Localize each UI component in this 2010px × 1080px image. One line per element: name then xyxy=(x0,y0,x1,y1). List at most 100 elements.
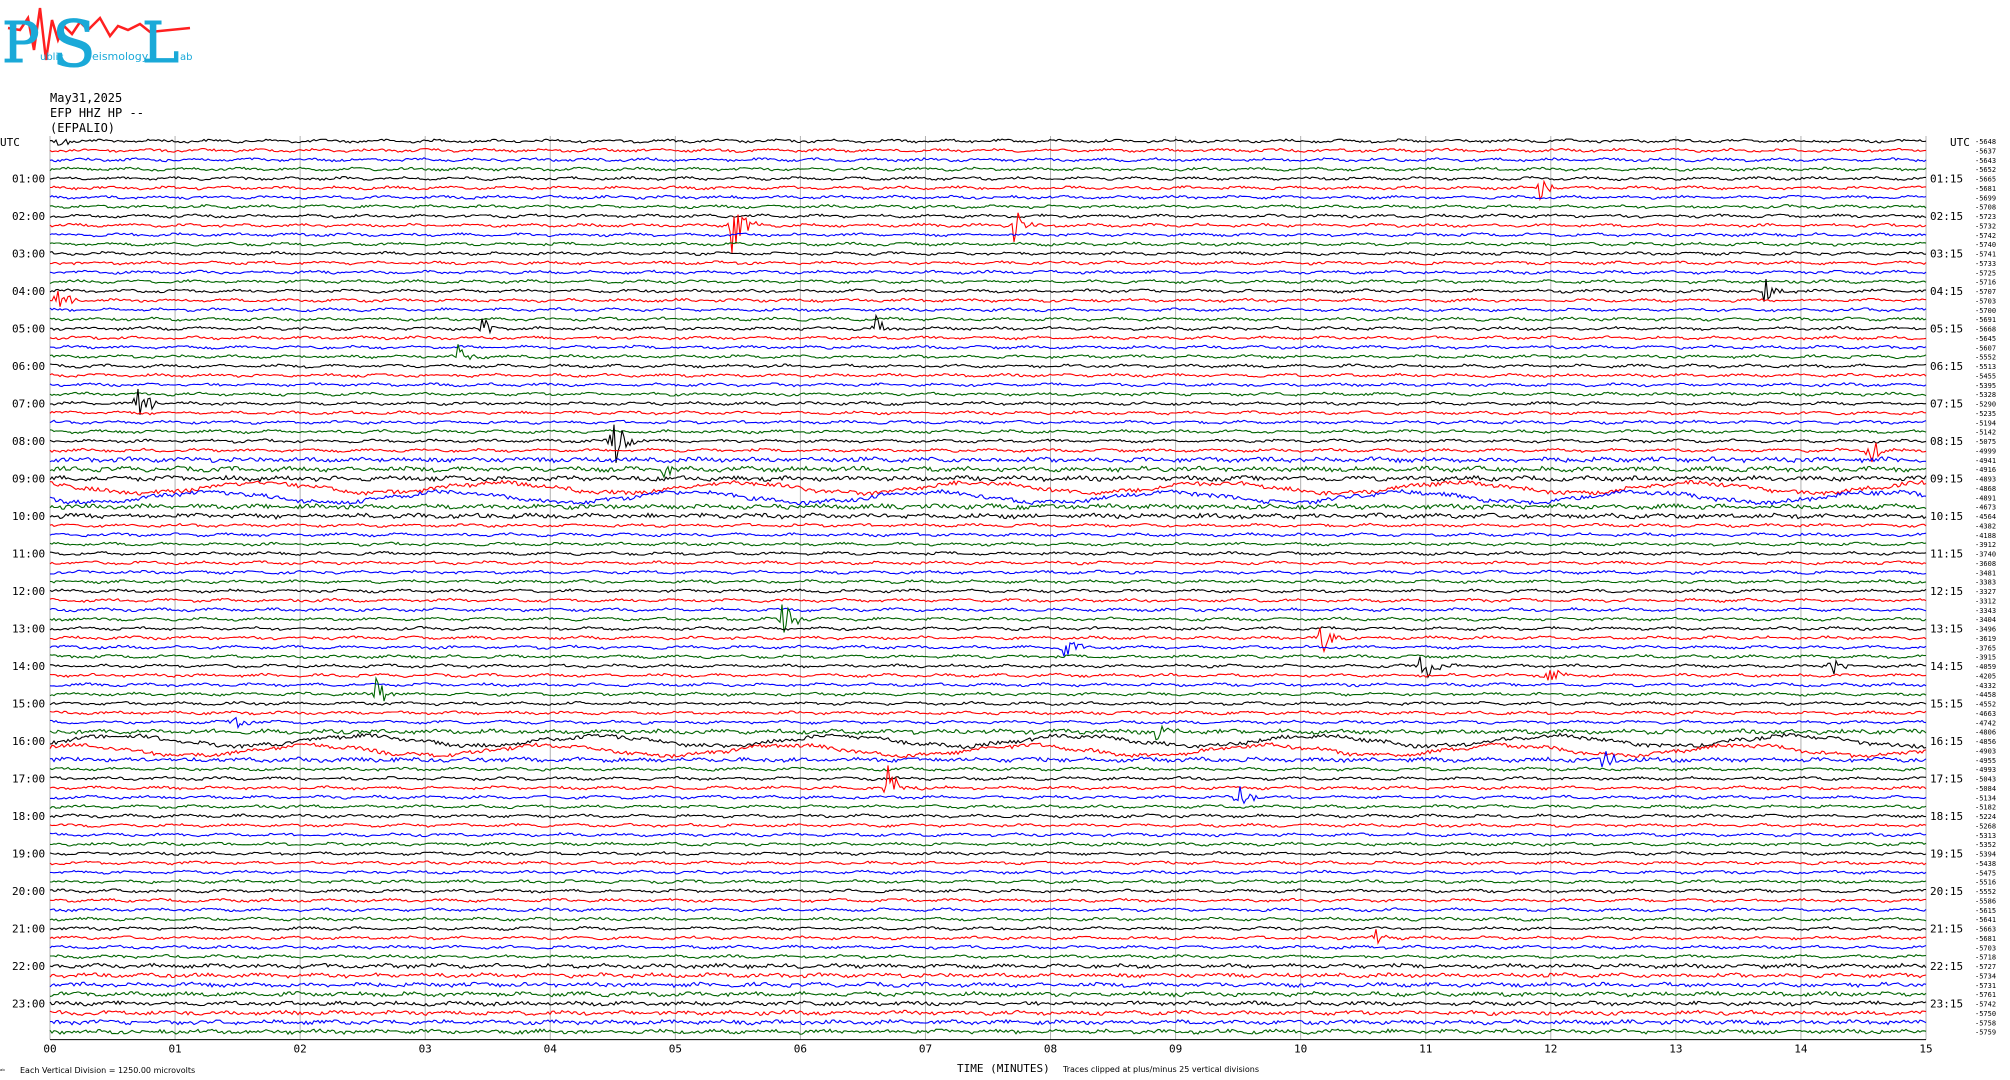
trace-offset-label: -3383 xyxy=(1975,579,1996,587)
trace-90 xyxy=(49,981,1927,989)
logo-seismic-wave xyxy=(7,7,191,61)
right-hour-label: 11:15 xyxy=(1930,548,1963,561)
left-hour-label: 02:00 xyxy=(12,210,45,223)
trace-offset-label: -4205 xyxy=(1975,672,1996,680)
trace-73 xyxy=(49,822,1927,828)
trace-81 xyxy=(49,897,1927,904)
x-tick-label: 12 xyxy=(1544,1043,1557,1056)
left-hour-labels: 01:00 02:00 03:00 04:00 05:00 06:00 07:00 08:00… xyxy=(12,173,45,1011)
trace-93 xyxy=(49,1009,1927,1017)
trace-61 xyxy=(49,710,1927,716)
trace-43 xyxy=(49,541,1927,547)
grid xyxy=(49,136,1927,1041)
trace-offset-label: -5742 xyxy=(1975,232,1996,240)
trace-offset-label: -5268 xyxy=(1975,822,1996,830)
trace-82 xyxy=(49,907,1927,913)
logo-word-eismology: eismology xyxy=(92,50,149,63)
right-hour-label: 01:15 xyxy=(1930,173,1963,186)
left-hour-label: 18:00 xyxy=(12,810,45,823)
x-tick-label: 13 xyxy=(1669,1043,1682,1056)
trace-offset-label: -5741 xyxy=(1975,251,1996,259)
trace-74 xyxy=(49,832,1927,838)
trace-offset-label: -3740 xyxy=(1975,551,1996,559)
trace-offset-label: -4458 xyxy=(1975,691,1996,699)
right-hour-label: 05:15 xyxy=(1930,323,1963,336)
trace-offset-label: -5761 xyxy=(1975,991,1996,999)
x-axis-title: TIME (MINUTES) xyxy=(957,1062,1050,1075)
trace-55 xyxy=(49,654,1927,660)
trace-44 xyxy=(49,550,1927,557)
trace-87 xyxy=(50,953,1927,960)
trace-94 xyxy=(49,1018,1927,1026)
trace-72 xyxy=(49,813,1927,819)
trace-34 xyxy=(49,456,1926,464)
trace-67 xyxy=(49,766,1927,772)
trace-offset-label: -5615 xyxy=(1975,907,1996,915)
trace-40 xyxy=(49,512,1927,520)
trace-offset-label: -5235 xyxy=(1975,410,1996,418)
trace-35 xyxy=(49,465,1927,479)
left-hour-label: 16:00 xyxy=(12,735,45,748)
logo-letter-l: L xyxy=(142,11,179,76)
trace-16 xyxy=(49,279,1926,302)
left-hour-label: 08:00 xyxy=(12,435,45,448)
trace-17 xyxy=(49,290,1927,307)
trace-offset-label: -5731 xyxy=(1975,982,1996,990)
trace-59 xyxy=(49,676,1927,702)
trace-48 xyxy=(49,588,1927,594)
trace-25 xyxy=(49,372,1927,379)
right-axis-label: UTC xyxy=(1950,136,1970,149)
trace-offset-labels: -5648-5637-5643-5652-5665-5681-5699-5708… xyxy=(1975,138,1996,1037)
trace-22 xyxy=(49,344,1927,350)
right-hour-label: 22:15 xyxy=(1930,960,1963,973)
trace-26 xyxy=(49,382,1927,388)
trace-offset-label: -4663 xyxy=(1975,710,1996,718)
logo-word-ublic: ublic xyxy=(40,52,64,63)
right-hour-label: 03:15 xyxy=(1930,248,1963,261)
trace-28 xyxy=(49,388,1927,415)
trace-19 xyxy=(49,316,1927,322)
trace-offset-label: -5725 xyxy=(1975,269,1996,277)
trace-64 xyxy=(49,732,1927,750)
left-hour-label: 14:00 xyxy=(12,660,45,673)
trace-offset-label: -3608 xyxy=(1975,560,1996,568)
trace-63 xyxy=(49,724,1927,741)
left-hour-label: 05:00 xyxy=(12,323,45,336)
trace-offset-label: -5084 xyxy=(1975,785,1996,793)
trace-offset-label: -5733 xyxy=(1975,260,1996,268)
trace-offset-label: -5290 xyxy=(1975,401,1996,409)
left-hour-label: 22:00 xyxy=(12,960,45,973)
trace-92 xyxy=(49,1000,1927,1007)
trace-85 xyxy=(49,929,1927,945)
trace-offset-label: -4742 xyxy=(1975,719,1996,727)
trace-offset-label: -5637 xyxy=(1975,147,1996,155)
left-axis-label: UTC xyxy=(0,136,20,149)
trace-offset-label: -5552 xyxy=(1975,354,1996,362)
trace-42 xyxy=(49,532,1927,538)
logo-word-ab: ab xyxy=(180,52,192,63)
trace-offset-label: -5758 xyxy=(1975,1019,1996,1027)
x-tick-labels: 00 01 02 03 04 05 06 07 08 09 10 11 12 13 14 15 xyxy=(43,1043,1932,1056)
trace-78 xyxy=(49,869,1927,875)
trace-offset-label: -3481 xyxy=(1975,569,1996,577)
trace-8 xyxy=(49,213,1927,219)
trace-4 xyxy=(49,175,1926,182)
trace-offset-label: -4993 xyxy=(1975,766,1996,774)
trace-0 xyxy=(49,138,1927,146)
left-hour-label: 09:00 xyxy=(12,473,45,486)
trace-84 xyxy=(49,925,1927,932)
trace-offset-label: -5475 xyxy=(1975,869,1996,877)
right-hour-label: 08:15 xyxy=(1930,435,1963,448)
trace-offset-label: -5716 xyxy=(1975,279,1996,287)
vertical-division-note: Each Vertical Division = 1250.00 microvo… xyxy=(20,1066,195,1075)
left-hour-label: 17:00 xyxy=(12,773,45,786)
trace-29 xyxy=(49,410,1927,416)
trace-offset-label: -5352 xyxy=(1975,841,1996,849)
left-hour-label: 11:00 xyxy=(12,548,45,561)
right-hour-label: 20:15 xyxy=(1930,885,1963,898)
x-tick-label: 00 xyxy=(43,1043,56,1056)
left-hour-label: 20:00 xyxy=(12,885,45,898)
trace-offset-label: -5552 xyxy=(1975,888,1996,896)
trace-offset-label: -5740 xyxy=(1975,241,1996,249)
trace-66 xyxy=(49,751,1927,768)
